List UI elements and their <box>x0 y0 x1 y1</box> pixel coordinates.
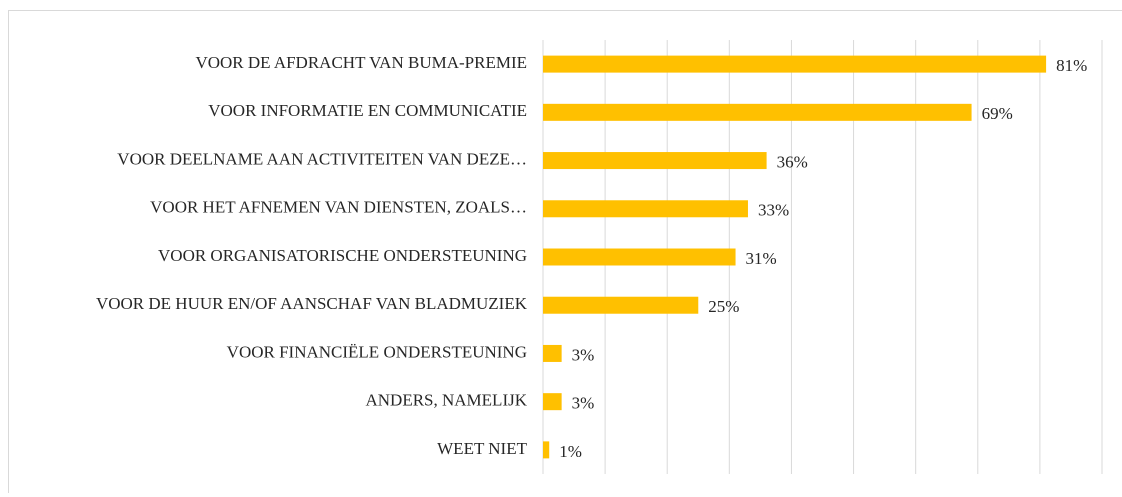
bar <box>543 152 767 169</box>
bar <box>543 56 1046 73</box>
y-tick-label: VOOR DEELNAME AAN ACTIVITEITEN VAN DEZE… <box>117 149 527 168</box>
y-tick-label: VOOR DE AFDRACHT VAN BUMA-PREMIE <box>195 53 527 72</box>
y-tick-label: WEET NIET <box>437 439 527 458</box>
data-label: 33% <box>758 201 789 220</box>
data-label: 36% <box>777 152 808 171</box>
bar <box>543 297 698 314</box>
y-tick-label: VOOR FINANCIËLE ONDERSTEUNING <box>227 342 527 361</box>
bar <box>543 441 549 458</box>
bar <box>543 393 562 410</box>
bar <box>543 249 736 266</box>
data-label: 25% <box>708 297 739 316</box>
y-tick-label: VOOR ORGANISATORISCHE ONDERSTEUNING <box>158 246 527 265</box>
y-tick-label: VOOR INFORMATIE EN COMMUNICATIE <box>208 101 527 120</box>
bar <box>543 200 748 217</box>
data-label: 1% <box>559 442 582 461</box>
data-label: 3% <box>572 394 595 413</box>
data-label: 31% <box>746 249 777 268</box>
data-label: 69% <box>982 104 1013 123</box>
y-tick-label: VOOR HET AFNEMEN VAN DIENSTEN, ZOALS… <box>150 198 527 217</box>
y-tick-label: VOOR DE HUUR EN/OF AANSCHAF VAN BLADMUZI… <box>96 294 528 313</box>
bar <box>543 345 562 362</box>
bar <box>543 104 972 121</box>
data-label: 3% <box>572 345 595 364</box>
data-label: 81% <box>1056 56 1087 75</box>
y-tick-label: ANDERS, NAMELIJK <box>366 391 528 410</box>
